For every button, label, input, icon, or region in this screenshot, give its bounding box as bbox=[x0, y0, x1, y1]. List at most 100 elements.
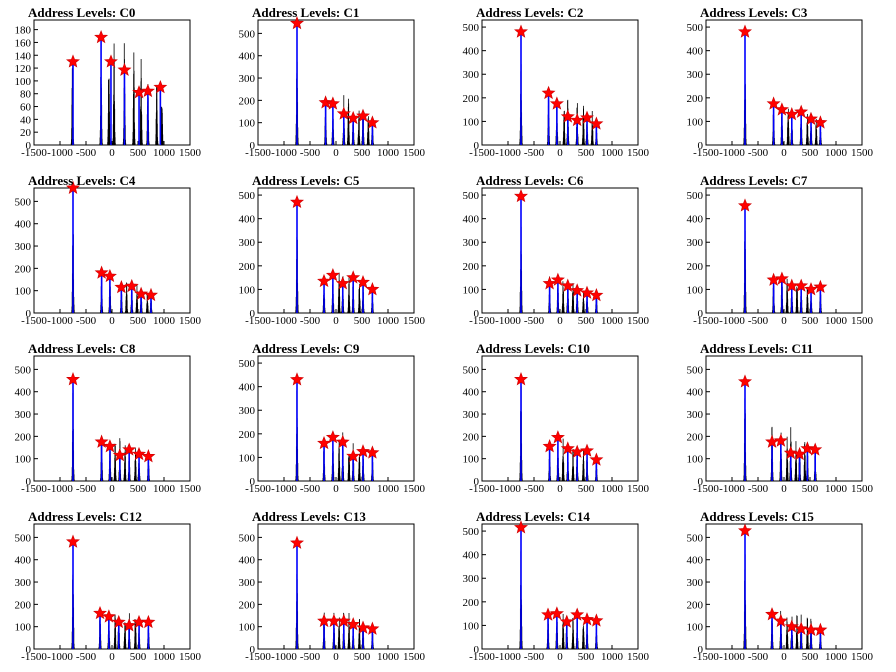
level-marker bbox=[114, 279, 129, 294]
x-tick-label: 0 bbox=[781, 147, 787, 159]
x-tick-label: 0 bbox=[557, 147, 563, 159]
x-tick-label: 1500 bbox=[179, 483, 202, 495]
y-tick-label: 200 bbox=[463, 261, 480, 273]
x-tick-label: -1500 bbox=[469, 651, 495, 663]
level-marker bbox=[560, 278, 575, 292]
y-tick-label: 400 bbox=[239, 214, 256, 226]
x-tick-label: 1000 bbox=[153, 651, 176, 663]
level-marker bbox=[794, 278, 809, 292]
panel-title: Address Levels: C2 bbox=[476, 5, 584, 20]
level-marker bbox=[94, 29, 109, 44]
y-tick-label: 200 bbox=[15, 599, 32, 611]
y-tick-label: 200 bbox=[687, 261, 704, 273]
x-tick-label: -500 bbox=[748, 483, 769, 495]
y-tick-label: 200 bbox=[239, 599, 256, 611]
histogram-plot: -1500 -1000 -500 0 500 1000 1500 0 100 200 300 400 5… bbox=[687, 187, 874, 327]
level-marker bbox=[570, 283, 585, 297]
x-tick-label: -1000 bbox=[719, 651, 745, 663]
y-tick-label: 20 bbox=[20, 127, 32, 139]
level-marker bbox=[589, 287, 604, 302]
x-tick-label: 1000 bbox=[601, 147, 624, 159]
x-tick-label: -500 bbox=[748, 651, 769, 663]
x-tick-label: -1500 bbox=[469, 483, 495, 495]
level-marker bbox=[794, 104, 809, 118]
y-tick-label: 0 bbox=[474, 476, 480, 488]
level-marker bbox=[317, 435, 331, 450]
x-tick-label: -1000 bbox=[47, 315, 73, 327]
x-tick-label: 500 bbox=[354, 651, 371, 663]
level-marker bbox=[102, 268, 117, 283]
x-tick-label: -1000 bbox=[271, 315, 297, 327]
y-tick-label: 400 bbox=[15, 387, 32, 399]
x-tick-label: 1000 bbox=[825, 483, 848, 495]
level-marker bbox=[356, 108, 370, 122]
histogram-plot: -1500 -1000 -500 0 500 1000 1500 0 100 200 300 400 5… bbox=[463, 19, 650, 159]
address-level-panel: -1500 -1000 -500 0 500 1000 1500 0 100 200 300 400 5… bbox=[672, 336, 896, 504]
level-marker bbox=[783, 445, 798, 460]
level-marker bbox=[794, 621, 809, 635]
level-marker bbox=[124, 278, 139, 293]
address-level-panel: -1500 -1000 -500 0 500 1000 1500 0 100 200 300 400 5… bbox=[672, 0, 896, 168]
y-tick-label: 300 bbox=[239, 73, 256, 85]
y-tick-label: 100 bbox=[463, 620, 480, 632]
plot-frame bbox=[33, 355, 191, 482]
x-tick-label: -1000 bbox=[719, 483, 745, 495]
y-tick-label: 500 bbox=[687, 190, 704, 202]
level-marker bbox=[813, 622, 828, 636]
y-tick-label: 500 bbox=[239, 28, 256, 40]
x-tick-label: 1000 bbox=[825, 315, 848, 327]
x-tick-label: -1500 bbox=[693, 483, 719, 495]
plot-frame bbox=[705, 187, 863, 314]
level-marker bbox=[117, 62, 132, 76]
x-tick-label: -1500 bbox=[245, 483, 271, 495]
y-tick-label: 60 bbox=[20, 102, 32, 114]
level-marker bbox=[804, 111, 818, 125]
x-tick-label: 0 bbox=[333, 483, 339, 495]
y-tick-label: 500 bbox=[463, 526, 480, 538]
x-tick-label: -500 bbox=[76, 483, 97, 495]
y-tick-label: 100 bbox=[15, 454, 32, 466]
histogram-plot: -1500 -1000 -500 0 500 1000 1500 0 100 200 300 400 5… bbox=[15, 355, 202, 495]
level-marker bbox=[784, 619, 799, 633]
level-marker bbox=[335, 434, 350, 448]
panel-title: Address Levels: C7 bbox=[700, 173, 808, 188]
histogram-plot: -1500 -1000 -500 0 500 1000 1500 0 100 200 300 400 5… bbox=[687, 523, 874, 663]
x-tick-label: -500 bbox=[300, 147, 321, 159]
y-tick-label: 100 bbox=[239, 284, 256, 296]
x-tick-label: -1500 bbox=[469, 315, 495, 327]
x-tick-label: -500 bbox=[300, 315, 321, 327]
x-tick-label: 1500 bbox=[403, 315, 426, 327]
panel-title: Address Levels: C6 bbox=[476, 173, 584, 188]
level-marker bbox=[102, 439, 117, 453]
level-marker bbox=[589, 613, 604, 627]
y-tick-label: 500 bbox=[15, 196, 32, 208]
y-tick-label: 400 bbox=[463, 387, 480, 399]
level-marker bbox=[550, 430, 565, 444]
x-tick-label: 0 bbox=[109, 651, 115, 663]
x-tick-label: -1500 bbox=[21, 315, 47, 327]
level-marker bbox=[290, 15, 304, 30]
level-marker bbox=[549, 96, 564, 110]
y-tick-label: 400 bbox=[15, 219, 32, 231]
y-tick-label: 500 bbox=[687, 22, 704, 34]
plot-frame bbox=[33, 187, 191, 314]
histogram-plot: -1500 -1000 -500 0 500 1000 1500 0 100 200 300 400 5… bbox=[239, 187, 426, 327]
y-tick-label: 200 bbox=[15, 263, 32, 275]
y-tick-label: 40 bbox=[20, 114, 32, 126]
level-marker bbox=[365, 621, 380, 635]
x-tick-label: -1500 bbox=[21, 651, 47, 663]
panel-title: Address Levels: C4 bbox=[28, 173, 136, 188]
x-tick-label: 500 bbox=[130, 651, 147, 663]
x-tick-label: -1500 bbox=[693, 147, 719, 159]
level-marker bbox=[514, 372, 528, 386]
level-marker bbox=[134, 286, 149, 300]
y-tick-label: 100 bbox=[15, 286, 32, 298]
y-tick-label: 0 bbox=[474, 644, 480, 656]
y-tick-label: 200 bbox=[239, 95, 256, 107]
plot-frame bbox=[481, 19, 639, 146]
x-tick-label: -1000 bbox=[47, 651, 73, 663]
address-level-panel: -1500 -1000 -500 0 500 1000 1500 0 100 200 300 400 5… bbox=[448, 336, 672, 504]
x-tick-label: 1500 bbox=[851, 147, 874, 159]
address-level-panel: -1500 -1000 -500 0 500 1000 1500 0 100 200 300 400 5… bbox=[448, 504, 672, 672]
x-tick-label: -1000 bbox=[271, 147, 297, 159]
